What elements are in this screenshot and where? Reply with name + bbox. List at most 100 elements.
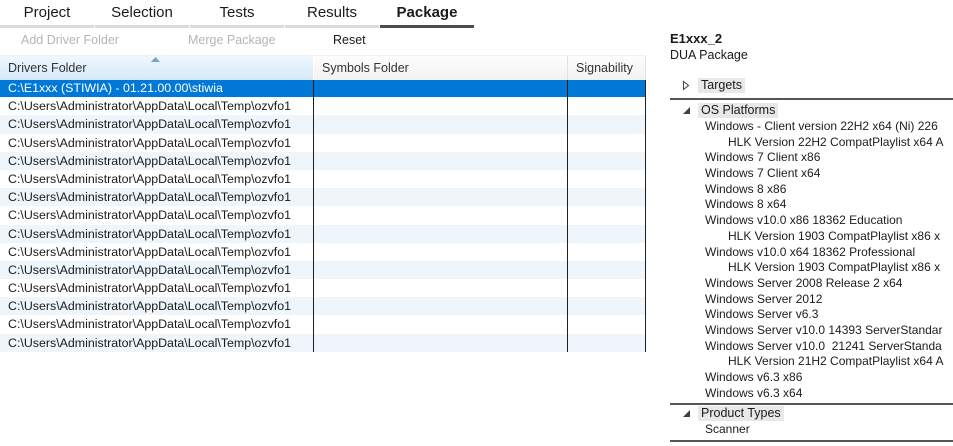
table-row[interactable]: C:\Users\Administrator\AppData\Local\Tem… — [0, 115, 646, 134]
cell-signability — [568, 97, 646, 116]
product-type-item[interactable]: Scanner — [705, 422, 750, 437]
cell-signability — [568, 151, 646, 170]
cell-symbols-folder — [314, 260, 568, 280]
column-header-signability[interactable]: Signability — [568, 56, 646, 80]
cell-drivers-folder: C:\Users\Administrator\AppData\Local\Tem… — [0, 333, 314, 352]
section-label-product-types: Product Types — [698, 406, 784, 422]
os-platform-item[interactable]: Windows Server 2008 Release 2 x64 — [705, 275, 903, 290]
drivers-grid: Drivers Folder Symbols Folder Signabilit… — [0, 55, 646, 352]
cell-drivers-folder: C:\Users\Administrator\AppData\Local\Tem… — [0, 169, 314, 189]
cell-symbols-folder — [314, 297, 568, 316]
os-platform-item[interactable]: Windows 8 x64 — [705, 197, 787, 212]
cell-symbols-folder — [314, 115, 568, 134]
chevron-expanded-icon[interactable] — [682, 409, 692, 418]
section-divider — [670, 403, 953, 406]
tab-label: Package — [396, 4, 458, 21]
cell-symbols-folder — [314, 315, 568, 334]
cell-drivers-folder: C:\Users\Administrator\AppData\Local\Tem… — [0, 224, 314, 243]
section-product-types[interactable]: Product Types — [670, 405, 953, 422]
tab-strip: Project Selection Tests Results Package — [0, 0, 475, 28]
os-platform-item[interactable]: Windows 7 Client x86 — [705, 150, 821, 165]
grid-body: C:\Users\Administrator\AppData\Local\Tem… — [0, 97, 646, 352]
cell-drivers-folder: C:\Users\Administrator\AppData\Local\Tem… — [0, 279, 314, 298]
package-details-panel: E1xxx_2 DUA Package Targets OS Platforms… — [670, 30, 953, 443]
package-subtitle: DUA Package — [670, 48, 748, 62]
cell-drivers-folder: C:\Users\Administrator\AppData\Local\Tem… — [0, 151, 314, 170]
section-os-platforms[interactable]: OS Platforms — [670, 102, 953, 119]
cell-signability — [568, 297, 646, 316]
cell-symbols-folder — [314, 188, 568, 207]
package-title: E1xxx_2 — [670, 31, 723, 46]
tab-label: Results — [306, 4, 358, 21]
cell-signability — [568, 315, 646, 334]
os-platform-item[interactable]: Windows v10.0 x64 18362 Professional — [705, 244, 916, 259]
os-platform-item[interactable]: HLK Version 22H2 CompatPlaylist x64 A — [728, 134, 944, 149]
tab-project[interactable]: Project — [0, 0, 94, 28]
tab-results[interactable]: Results — [285, 0, 379, 28]
table-row[interactable]: C:\Users\Administrator\AppData\Local\Tem… — [0, 206, 646, 225]
tab-label: Selection — [111, 4, 173, 21]
table-row-selected[interactable]: C:\E1xxx (STIWIA) - 01.21.00.00\stiwia — [0, 79, 646, 98]
table-row[interactable]: C:\Users\Administrator\AppData\Local\Tem… — [0, 224, 646, 243]
cell-symbols-folder — [314, 133, 568, 152]
tab-label: Tests — [219, 4, 255, 21]
tab-label: Project — [23, 4, 71, 21]
cell-signability — [568, 206, 646, 225]
section-label-targets: Targets — [698, 78, 745, 93]
add-driver-folder-button[interactable]: Add Driver Folder — [21, 33, 119, 47]
table-row[interactable]: C:\Users\Administrator\AppData\Local\Tem… — [0, 151, 646, 170]
cell-drivers-folder: C:\Users\Administrator\AppData\Local\Tem… — [0, 260, 314, 280]
cell-signability — [568, 79, 646, 98]
cell-signability — [568, 279, 646, 298]
cell-symbols-folder — [314, 151, 568, 170]
table-row[interactable]: C:\Users\Administrator\AppData\Local\Tem… — [0, 260, 646, 280]
table-row[interactable]: C:\Users\Administrator\AppData\Local\Tem… — [0, 97, 646, 116]
os-platform-item[interactable]: Windows v6.3 x86 — [705, 370, 803, 384]
os-platforms-list: Windows - Client version 22H2 x64 (Ni) 2… — [670, 119, 953, 401]
chevron-expanded-icon[interactable] — [682, 106, 692, 115]
table-row[interactable]: C:\Users\Administrator\AppData\Local\Tem… — [0, 242, 646, 261]
table-row[interactable]: C:\Users\Administrator\AppData\Local\Tem… — [0, 188, 646, 207]
cell-symbols-folder — [314, 97, 568, 116]
os-platform-item[interactable]: HLK Version 1903 CompatPlaylist x86 x — [728, 260, 941, 275]
cell-symbols-folder — [314, 224, 568, 243]
cell-drivers-folder: C:\Users\Administrator\AppData\Local\Tem… — [0, 115, 314, 134]
cell-signability — [568, 169, 646, 189]
os-platform-item[interactable]: Windows 8 x86 — [705, 181, 787, 196]
column-header-symbols-folder[interactable]: Symbols Folder — [314, 56, 568, 80]
section-divider — [670, 98, 953, 100]
table-row[interactable]: C:\Users\Administrator\AppData\Local\Tem… — [0, 133, 646, 152]
sort-ascending-icon — [151, 57, 160, 62]
os-platform-item[interactable]: Windows v10.0 x86 18362 Education — [705, 213, 903, 228]
table-row[interactable]: C:\Users\Administrator\AppData\Local\Tem… — [0, 297, 646, 316]
table-row[interactable]: C:\Users\Administrator\AppData\Local\Tem… — [0, 315, 646, 334]
cell-drivers-folder: C:\Users\Administrator\AppData\Local\Tem… — [0, 206, 314, 225]
cell-symbols-folder — [314, 333, 568, 352]
table-row[interactable]: C:\Users\Administrator\AppData\Local\Tem… — [0, 333, 646, 352]
tab-selection[interactable]: Selection — [95, 0, 189, 28]
os-platform-item[interactable]: Windows v6.3 x64 — [705, 385, 803, 400]
tab-tests[interactable]: Tests — [190, 0, 284, 28]
merge-package-button[interactable]: Merge Package — [188, 33, 276, 47]
reset-button[interactable]: Reset — [333, 33, 366, 47]
os-platform-item[interactable]: Windows Server v10.0 21241 ServerStanda — [705, 338, 942, 353]
os-platform-item[interactable]: HLK Version 21H2 CompatPlaylist x64 A — [728, 354, 944, 369]
tab-package[interactable]: Package — [380, 0, 474, 28]
chevron-collapsed-icon[interactable] — [682, 80, 692, 91]
cell-signability — [568, 133, 646, 152]
table-row[interactable]: C:\Users\Administrator\AppData\Local\Tem… — [0, 169, 646, 189]
os-platform-item[interactable]: Windows Server v6.3 — [705, 307, 819, 322]
section-targets[interactable]: Targets — [670, 77, 953, 94]
cell-symbols-folder — [314, 206, 568, 225]
os-platform-item[interactable]: Windows - Client version 22H2 x64 (Ni) 2… — [705, 119, 938, 133]
cell-symbols-folder — [314, 79, 568, 98]
section-label-os-platforms: OS Platforms — [698, 103, 779, 118]
cell-signability — [568, 260, 646, 280]
cell-symbols-folder — [314, 242, 568, 261]
os-platform-item[interactable]: HLK Version 1903 CompatPlaylist x86 x — [728, 228, 941, 243]
os-platform-item[interactable]: Windows Server 2012 — [705, 291, 823, 306]
table-row[interactable]: C:\Users\Administrator\AppData\Local\Tem… — [0, 279, 646, 298]
os-platform-item[interactable]: Windows 7 Client x64 — [705, 166, 821, 181]
cell-signability — [568, 242, 646, 261]
os-platform-item[interactable]: Windows Server v10.0 14393 ServerStandar — [705, 322, 943, 337]
